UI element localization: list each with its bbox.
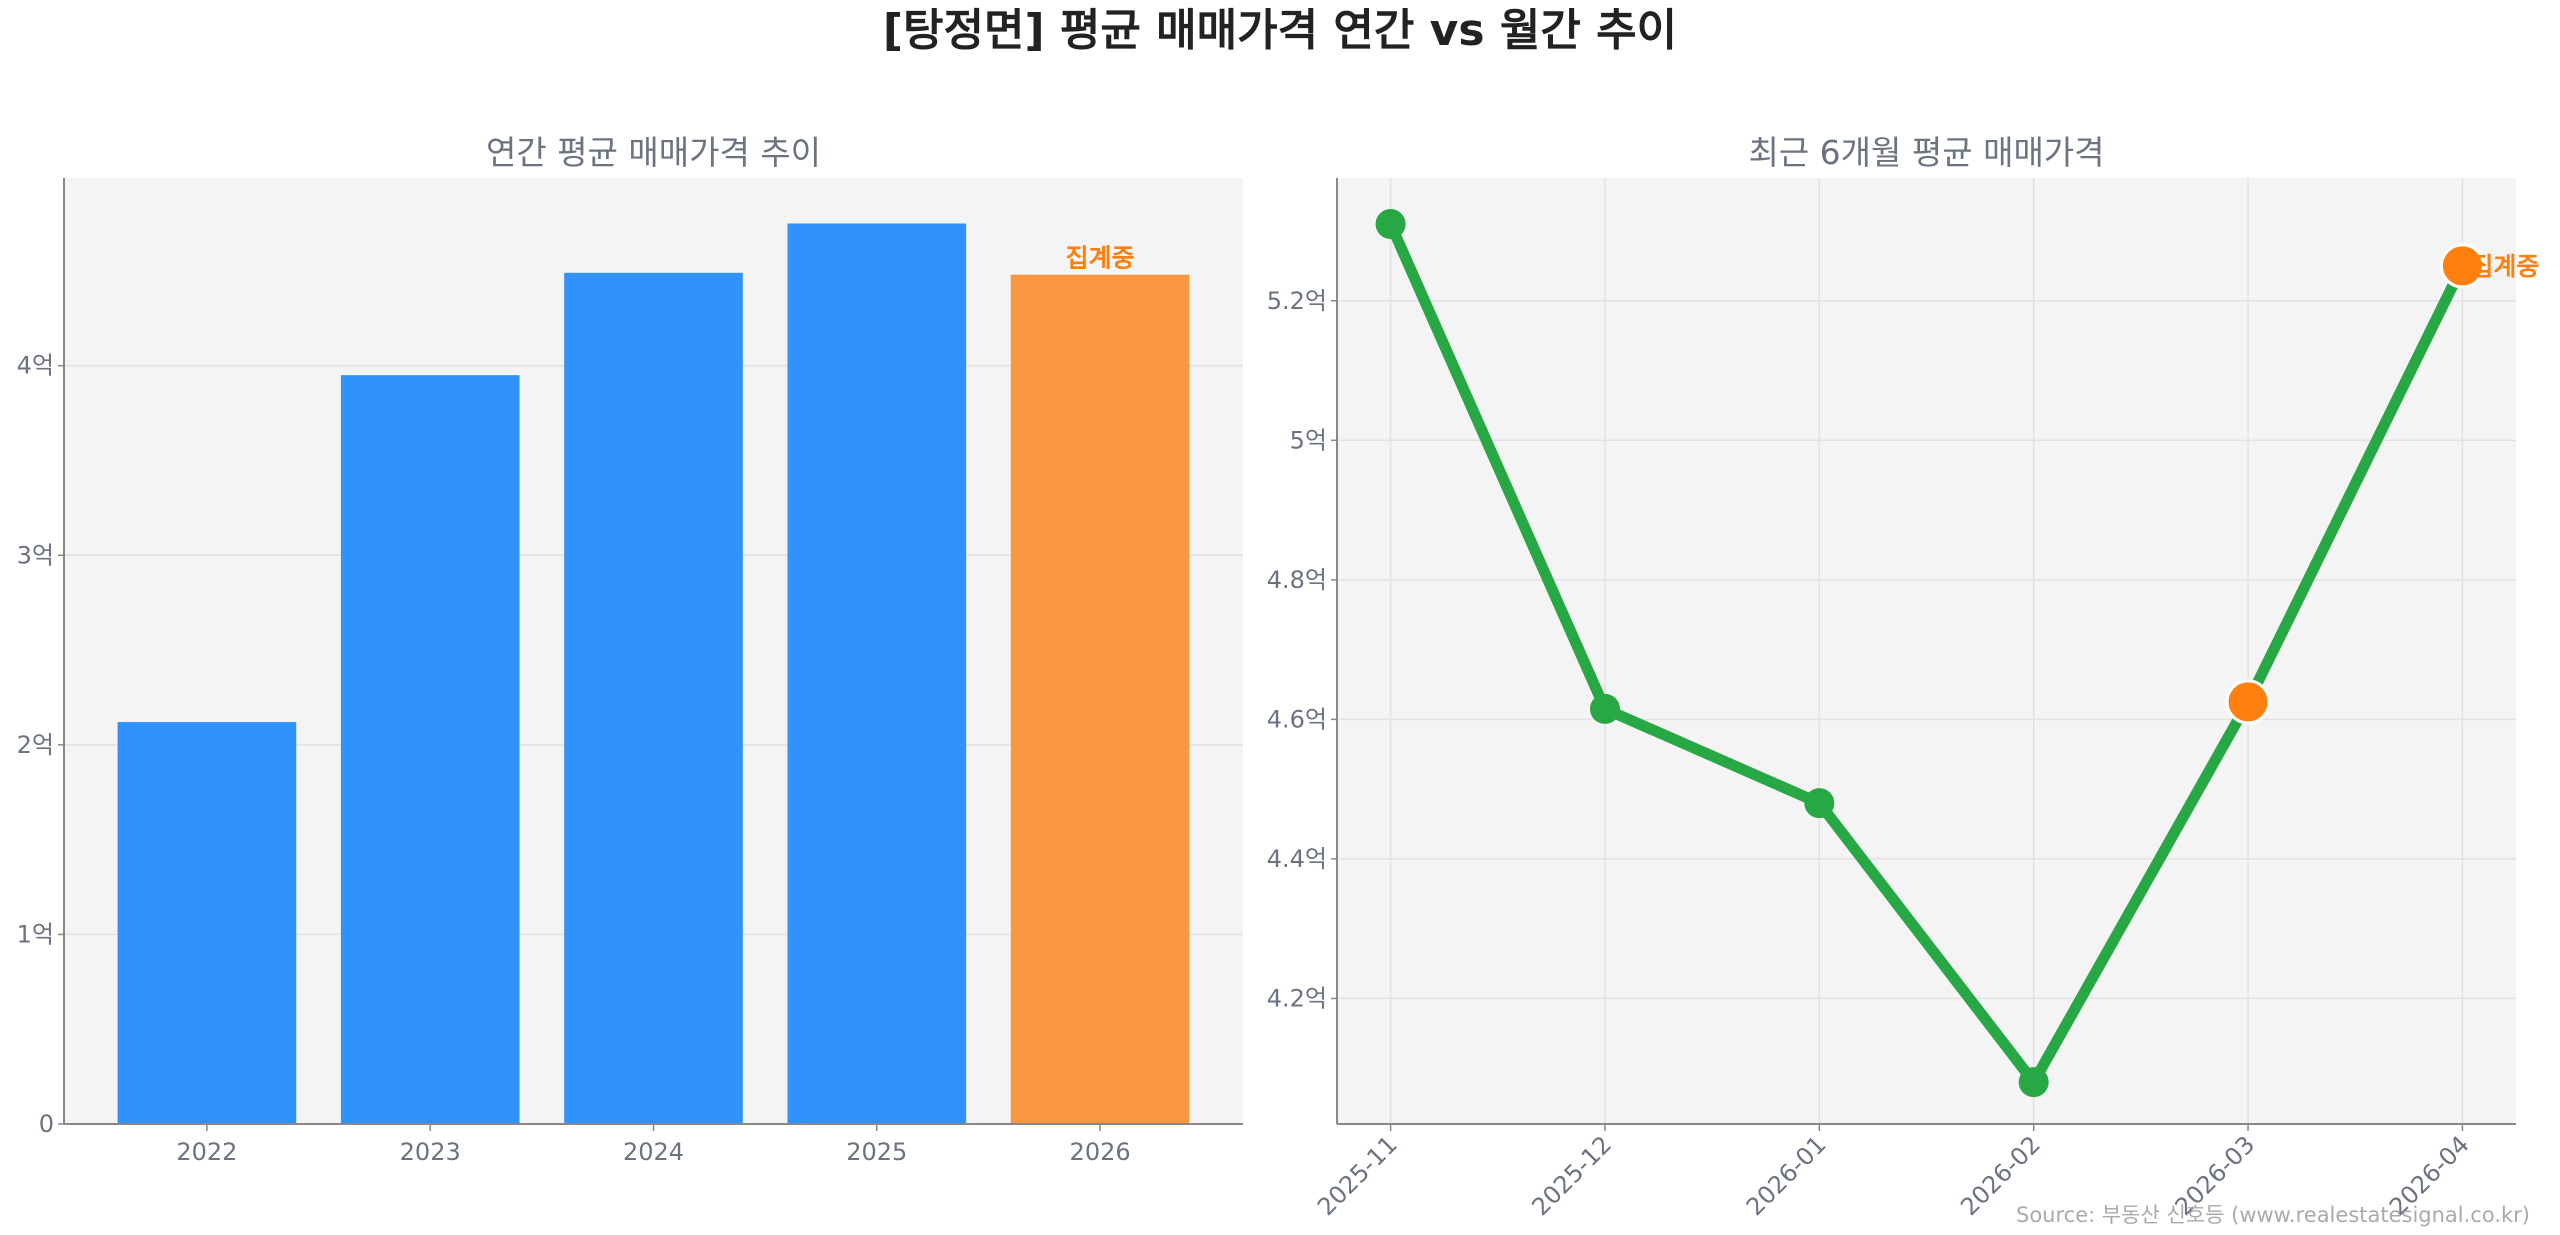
y-tick-label: 0 bbox=[39, 1110, 54, 1138]
y-tick-label: 5억 bbox=[1290, 426, 1327, 454]
bar-2026 bbox=[1010, 274, 1190, 1124]
point-2026-01 bbox=[1804, 788, 1835, 819]
figure-title: [탕정면] 평균 매매가격 연간 vs 월간 추이 bbox=[883, 5, 1677, 56]
point-2025-12 bbox=[1589, 693, 1620, 724]
price-line bbox=[1385, 221, 2468, 1088]
x-tick-label: 2023 bbox=[400, 1138, 461, 1166]
x-tick-label: 2026-01 bbox=[1741, 1130, 1832, 1221]
y-tick-label: 4억 bbox=[17, 352, 54, 380]
x-tick-label: 2025-11 bbox=[1312, 1130, 1403, 1221]
point-2026-04 bbox=[2439, 243, 2485, 289]
x-tick-label: 2025 bbox=[846, 1138, 907, 1166]
x-tick-label: 2024 bbox=[623, 1138, 684, 1166]
y-tick-label: 1억 bbox=[17, 920, 54, 948]
point-annotation: 집계중 bbox=[2470, 252, 2539, 281]
point-2026-03 bbox=[2225, 679, 2271, 725]
y-tick-label: 4.6억 bbox=[1267, 705, 1327, 733]
bar-2023 bbox=[340, 375, 520, 1124]
subplot-title: 최근 6개월 평균 매매가격 bbox=[1748, 133, 2104, 172]
point-2025-11 bbox=[1375, 209, 1406, 240]
x-tick-label: 2025-12 bbox=[1526, 1130, 1617, 1221]
y-tick-label: 2억 bbox=[17, 731, 54, 759]
annual-bar-chart: 연간 평균 매매가격 추이 0 1억 2억 3억 4억 2022 2023 2024 2025 20… bbox=[17, 133, 1243, 1166]
y-tick-label: 4.4억 bbox=[1267, 845, 1327, 873]
x-tick-label: 2022 bbox=[176, 1138, 237, 1166]
y-tick-label: 3억 bbox=[17, 541, 54, 569]
subplot-title: 연간 평균 매매가격 추이 bbox=[486, 133, 821, 172]
bar-2022 bbox=[117, 722, 297, 1124]
monthly-line-chart: 최근 6개월 평균 매매가격 4.2억 4.4억 4.6억 4.8억 5억 5.2억 2025… bbox=[1267, 133, 2540, 1221]
bar-2025 bbox=[787, 223, 967, 1124]
bar-2024 bbox=[564, 272, 743, 1125]
plot-area bbox=[1337, 178, 2516, 1124]
source-note: Source: 부동산 신호등 (www.realestatesignal.co… bbox=[2016, 1203, 2530, 1227]
y-tick-label: 4.8억 bbox=[1267, 566, 1327, 594]
bar-annotation: 집계중 bbox=[1066, 244, 1135, 273]
x-tick-label: 2026 bbox=[1070, 1138, 1131, 1166]
y-tick-label: 5.2억 bbox=[1267, 287, 1327, 315]
point-2026-02 bbox=[2018, 1067, 2049, 1098]
y-tick-label: 4.2억 bbox=[1267, 984, 1327, 1012]
